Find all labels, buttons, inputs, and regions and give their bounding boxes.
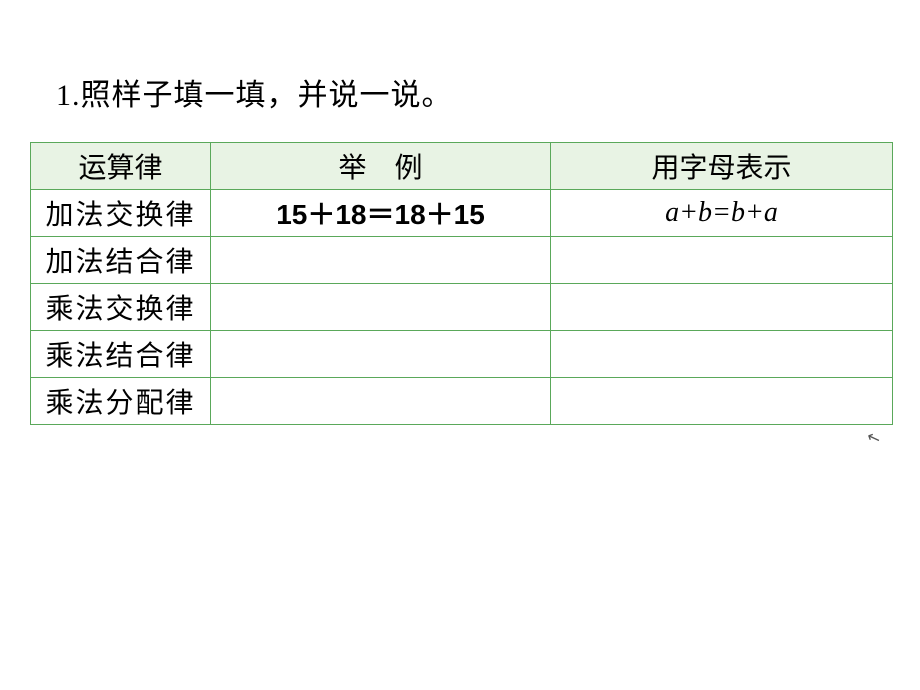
table-header-row: 运算律 举 例 用字母表示 (31, 143, 893, 190)
law-letter: a+b=b+a (551, 190, 893, 237)
table-row: 乘法交换律 (31, 284, 893, 331)
law-letter (551, 284, 893, 331)
col-header-letter: 用字母表示 (551, 143, 893, 190)
law-example: 15＋18＝18＋15 (211, 190, 551, 237)
law-example (211, 331, 551, 378)
table-row: 乘法结合律 (31, 331, 893, 378)
col-header-example: 举 例 (211, 143, 551, 190)
law-letter (551, 378, 893, 425)
law-example (211, 237, 551, 284)
question-title: 1.照样子填一填，并说一说。 (56, 70, 890, 114)
law-name: 乘法结合律 (31, 331, 211, 378)
law-name: 加法交换律 (31, 190, 211, 237)
law-example (211, 378, 551, 425)
laws-table: 运算律 举 例 用字母表示 加法交换律 15＋18＝18＋15 a+b=b+a … (30, 142, 893, 425)
law-letter (551, 237, 893, 284)
table-row: 乘法分配律 (31, 378, 893, 425)
table-row: 加法结合律 (31, 237, 893, 284)
law-name: 加法结合律 (31, 237, 211, 284)
page: 1.照样子填一填，并说一说。 运算律 举 例 用字母表示 加法交换律 15＋18… (0, 0, 920, 425)
cursor-icon: ↖ (864, 426, 883, 449)
law-example (211, 284, 551, 331)
table-row: 加法交换律 15＋18＝18＋15 a+b=b+a (31, 190, 893, 237)
col-header-law: 运算律 (31, 143, 211, 190)
law-name: 乘法交换律 (31, 284, 211, 331)
law-name: 乘法分配律 (31, 378, 211, 425)
law-letter (551, 331, 893, 378)
